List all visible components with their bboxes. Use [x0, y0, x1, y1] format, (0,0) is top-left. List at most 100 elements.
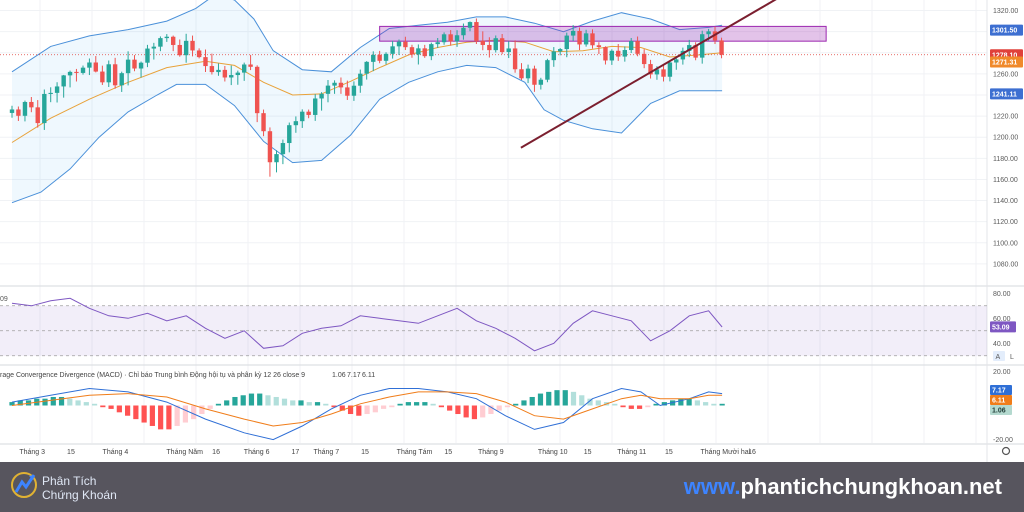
footer-banner: Phân Tích Chứng Khoán www.phantichchungk…: [0, 462, 1024, 512]
candle-body: [119, 73, 124, 86]
macd-value-label: 7.17: [992, 388, 1006, 395]
resistance-zone: [379, 25, 827, 42]
candle-body: [390, 46, 395, 54]
candle-body: [332, 82, 337, 86]
price-axis-tick: 1100.00: [993, 240, 1018, 247]
rsi-axis-tick: 80.00: [993, 291, 1011, 298]
macd-histogram-bar: [397, 403, 403, 406]
candle-body: [422, 48, 427, 57]
macd-histogram-bar: [116, 405, 122, 413]
candle-body: [487, 44, 492, 51]
macd-histogram-bar: [496, 405, 502, 411]
candle-body: [248, 64, 253, 67]
macd-histogram-bar: [380, 405, 387, 409]
macd-histogram-bar: [422, 402, 428, 406]
macd-histogram-bar: [248, 393, 255, 406]
x-axis-label: 16: [748, 449, 756, 456]
candle-body: [29, 101, 34, 108]
macd-histogram-bar: [595, 400, 601, 406]
candle-body: [125, 59, 131, 74]
macd-signal-line: [11, 391, 723, 427]
macd-histogram-bar: [661, 402, 667, 406]
candle-body: [435, 42, 440, 45]
candle-body: [493, 38, 498, 51]
candle-body: [345, 87, 350, 96]
macd-histogram-bar: [347, 405, 354, 415]
macd-histogram-bar: [703, 402, 709, 406]
candle-body: [242, 64, 247, 73]
site-url-prefix: www.: [683, 474, 741, 499]
candle-body: [467, 22, 473, 28]
macd-histogram-bar: [372, 405, 378, 413]
price-axis-tick: 1160.00: [993, 177, 1018, 184]
logo-text-line1: Phân Tích: [42, 474, 97, 488]
macd-histogram-bar: [265, 395, 271, 406]
candle-body: [48, 92, 53, 94]
candle-body: [545, 60, 550, 80]
candle-body: [67, 71, 73, 76]
price-axis-tick: 1260.00: [993, 71, 1018, 78]
candle-body: [61, 75, 66, 87]
candle-body: [293, 121, 299, 126]
price-axis-tick: 1180.00: [993, 156, 1018, 163]
macd-histogram-bar: [587, 398, 593, 406]
candle-body: [590, 33, 595, 46]
rsi-auto-button: [993, 351, 1005, 361]
candle-body: [235, 72, 241, 76]
candle-body: [287, 125, 292, 144]
rsi-axis-tick: 40.00: [993, 341, 1011, 348]
macd-histogram-bar: [471, 405, 478, 420]
macd-histogram-bar: [306, 402, 312, 406]
macd-histogram-bar: [430, 403, 436, 406]
candle-body: [448, 34, 453, 42]
macd-histogram-bar: [480, 405, 486, 418]
x-axis-label: Tháng 10: [538, 449, 568, 456]
macd-value-badge: [990, 395, 1012, 405]
candle-body: [54, 86, 60, 93]
candle-body: [203, 57, 208, 67]
candle-body: [274, 154, 279, 163]
candle-body: [254, 66, 260, 114]
macd-histogram-bar: [554, 390, 560, 406]
bollinger-band-fill: [12, 0, 723, 203]
macd-histogram-bar: [281, 398, 288, 406]
macd-histogram-bar: [719, 403, 725, 406]
macd-histogram-bar: [58, 396, 65, 406]
candle-body: [170, 36, 176, 45]
macd-value-label: 6.11: [992, 398, 1005, 405]
candle-body: [364, 61, 369, 74]
macd-histogram-bar: [232, 396, 238, 406]
candle-body: [190, 40, 195, 51]
rsi-axis-tick: 60.00: [993, 316, 1011, 323]
rsi-left-value: 09: [0, 296, 8, 303]
gear-icon[interactable]: [1001, 446, 1011, 456]
candle-body: [87, 62, 92, 68]
candle-body: [74, 71, 79, 73]
candle-body: [132, 59, 137, 69]
candle-body: [338, 82, 344, 88]
macd-title-value: 6.11: [362, 372, 375, 379]
candle-body: [512, 48, 518, 70]
candle-body: [441, 34, 447, 43]
x-axis-label: Tháng 9: [478, 449, 504, 456]
macd-histogram-bar: [570, 391, 577, 406]
price-badge-label: 1241.11: [992, 91, 1017, 98]
candle-body: [506, 48, 511, 53]
price-badge-label: 1271.31: [992, 59, 1017, 66]
price-badge: [990, 56, 1023, 68]
price-badge-label: 1278.10: [992, 52, 1017, 59]
price-axis-tick: 1320.00: [993, 8, 1018, 15]
macd-histogram-bar: [455, 405, 461, 415]
candle-body: [680, 50, 686, 60]
candle-body: [403, 41, 408, 48]
candle-body: [138, 62, 144, 69]
macd-histogram-bar: [389, 405, 395, 408]
price-axis-tick: 1220.00: [993, 114, 1018, 121]
candle-body: [183, 40, 189, 56]
site-url[interactable]: www.phantichchungkhoan.net: [684, 474, 1002, 500]
candle-body: [654, 69, 660, 75]
macd-histogram-bar: [149, 405, 155, 426]
macd-histogram-bar: [290, 400, 296, 406]
macd-histogram-bar: [521, 400, 527, 406]
candle-body: [519, 69, 524, 79]
